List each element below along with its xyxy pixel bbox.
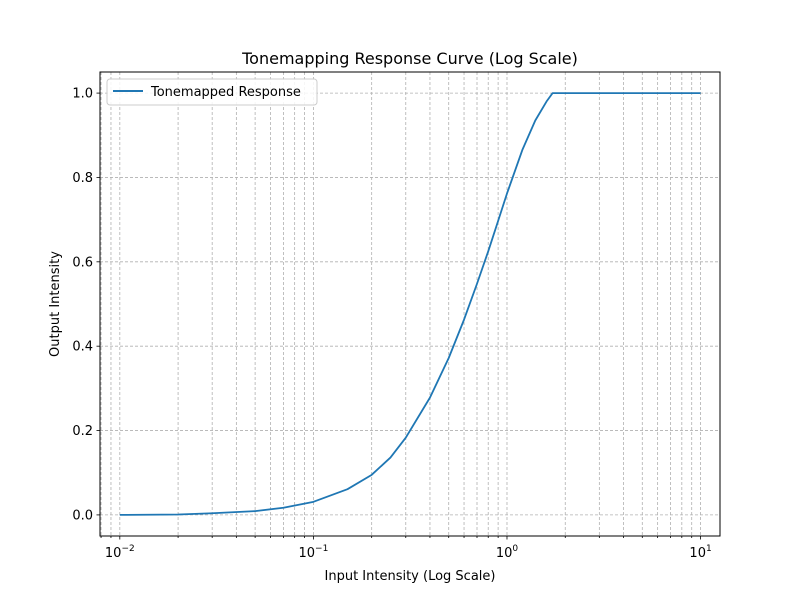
- y-tick-label: 0.4: [72, 340, 93, 355]
- legend-label: Tonemapped Response: [150, 85, 301, 100]
- y-tick-label: 0.2: [72, 424, 93, 439]
- x-axis-label: Input Intensity (Log Scale): [325, 569, 496, 584]
- x-tick-label: 10−1: [298, 544, 328, 561]
- y-axis-label: Output Intensity: [48, 251, 63, 357]
- y-tick-label: 1.0: [72, 87, 93, 102]
- series-line-tonemapped-response: [119, 92, 701, 516]
- legend-box: [106, 78, 318, 106]
- x-tick-label: 10−2: [105, 544, 135, 561]
- axis-ticks: 0.0 0.2 0.4 0.6 0.8 1.0 10−2 10−1 100 101: [72, 87, 711, 561]
- chart-title: Tonemapping Response Curve (Log Scale): [241, 49, 578, 68]
- plot-frame: [99, 71, 721, 537]
- y-tick-label: 0.0: [72, 508, 93, 523]
- x-tick-label: 101: [689, 544, 711, 561]
- y-tick-label: 0.6: [72, 255, 93, 270]
- grid-lines: [100, 72, 720, 536]
- series-layer: [119, 92, 701, 516]
- legend: Tonemapped Response: [106, 78, 318, 106]
- y-tick-label: 0.8: [72, 171, 93, 186]
- x-tick-label: 100: [496, 544, 519, 561]
